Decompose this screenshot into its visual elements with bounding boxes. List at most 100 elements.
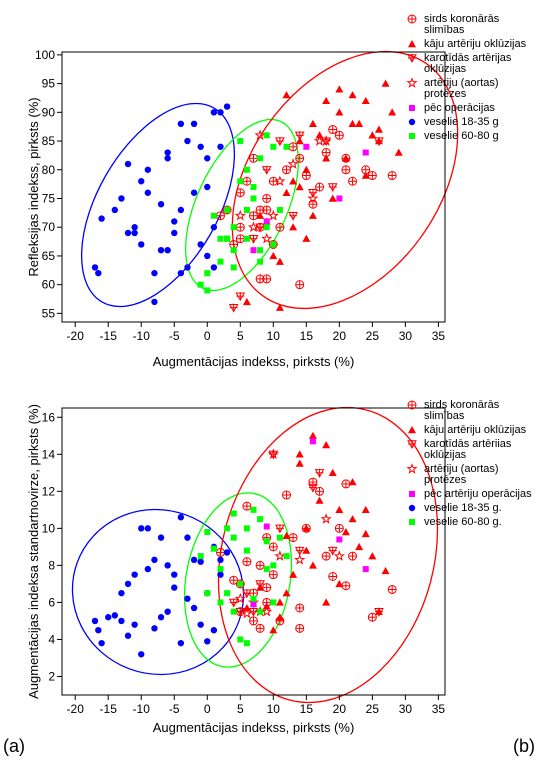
x-tick-label: -15	[100, 329, 118, 343]
y-tick-label: 95	[42, 77, 56, 91]
marker-part	[361, 505, 370, 514]
marker-part	[118, 617, 125, 625]
y-tick-label: 55	[42, 306, 56, 320]
point	[263, 132, 270, 139]
marker-part	[204, 155, 211, 162]
marker-part	[295, 137, 304, 145]
point	[257, 258, 264, 265]
marker-part	[362, 149, 369, 156]
marker-part	[315, 496, 324, 504]
marker-part	[307, 192, 319, 204]
point	[328, 468, 337, 477]
marker-part	[131, 229, 138, 237]
x-tick-label: 25	[366, 329, 380, 343]
x-tick-label: -20	[67, 702, 85, 716]
point	[270, 599, 277, 606]
point	[237, 636, 244, 643]
marker-part	[177, 206, 185, 214]
marker-part	[302, 234, 311, 242]
marker-part	[328, 194, 337, 202]
marker-part	[98, 215, 105, 222]
point	[177, 514, 185, 521]
point	[282, 490, 292, 500]
point	[257, 516, 264, 523]
marker-part	[217, 143, 224, 150]
marker-part	[138, 525, 145, 532]
point	[151, 625, 158, 632]
y-axis-title: Augmentācijas indeksa standartnovirze, p…	[26, 404, 41, 699]
marker-part	[210, 224, 218, 231]
point	[204, 270, 211, 277]
marker-part	[270, 599, 277, 606]
marker-part	[197, 558, 204, 565]
marker-part	[243, 525, 250, 532]
legend-label: pēc artēriju operācijas	[424, 488, 532, 500]
marker-part	[250, 506, 257, 513]
point	[124, 632, 132, 639]
point	[302, 165, 311, 173]
marker-part	[217, 556, 224, 564]
marker-part	[111, 206, 119, 214]
point	[307, 192, 319, 204]
point	[361, 171, 370, 179]
point	[274, 550, 286, 561]
marker-part	[409, 519, 415, 525]
point	[164, 246, 171, 254]
point	[407, 54, 417, 64]
point	[151, 298, 158, 306]
marker-part	[322, 598, 331, 606]
point	[204, 638, 211, 645]
point	[204, 252, 211, 260]
point	[157, 246, 165, 254]
point	[105, 614, 112, 621]
point	[164, 608, 171, 615]
point	[308, 483, 318, 493]
point	[308, 211, 317, 219]
marker-part	[320, 135, 332, 146]
point	[91, 617, 99, 625]
legend-item: veselie 60-80 g	[406, 131, 540, 142]
point	[118, 195, 125, 202]
point	[210, 224, 218, 231]
point	[387, 171, 397, 181]
x-tick-label: -10	[133, 329, 151, 343]
point	[228, 303, 239, 313]
point	[242, 501, 252, 511]
point	[243, 640, 250, 647]
cluster-ellipse	[80, 102, 236, 308]
legend-label: veselie 60-80 g.	[424, 516, 502, 528]
point	[315, 486, 325, 496]
point	[408, 118, 416, 126]
marker-part	[250, 195, 257, 202]
legend-item: veselie 18-35 g.	[406, 503, 540, 514]
point	[348, 515, 357, 523]
marker-part	[151, 298, 158, 306]
legend-marker	[407, 400, 417, 410]
legend-label: veselie 18-35 g	[424, 116, 499, 128]
marker-part	[336, 195, 343, 202]
x-tick-label: -10	[133, 702, 151, 716]
point	[144, 189, 152, 196]
legend-item: sirds koronārās slimības	[406, 14, 540, 36]
legend-label: kāju artēriju oklūzijas	[424, 38, 527, 50]
point	[341, 165, 351, 175]
marker-part	[217, 599, 224, 606]
point	[249, 211, 258, 221]
point	[275, 524, 285, 534]
legend-label: artēriju (aortas) protēzes	[424, 463, 499, 486]
marker-part	[275, 303, 284, 311]
point	[268, 570, 278, 580]
marker-part	[348, 91, 357, 99]
point	[237, 138, 244, 145]
point	[255, 579, 265, 589]
point	[328, 571, 338, 581]
cluster-ellipse	[231, 50, 459, 310]
point	[250, 184, 257, 190]
point	[348, 119, 357, 128]
point	[111, 206, 119, 214]
marker-part	[138, 178, 145, 185]
point	[255, 623, 265, 633]
point	[348, 551, 358, 561]
marker-part	[262, 602, 271, 610]
marker-part	[409, 105, 415, 111]
